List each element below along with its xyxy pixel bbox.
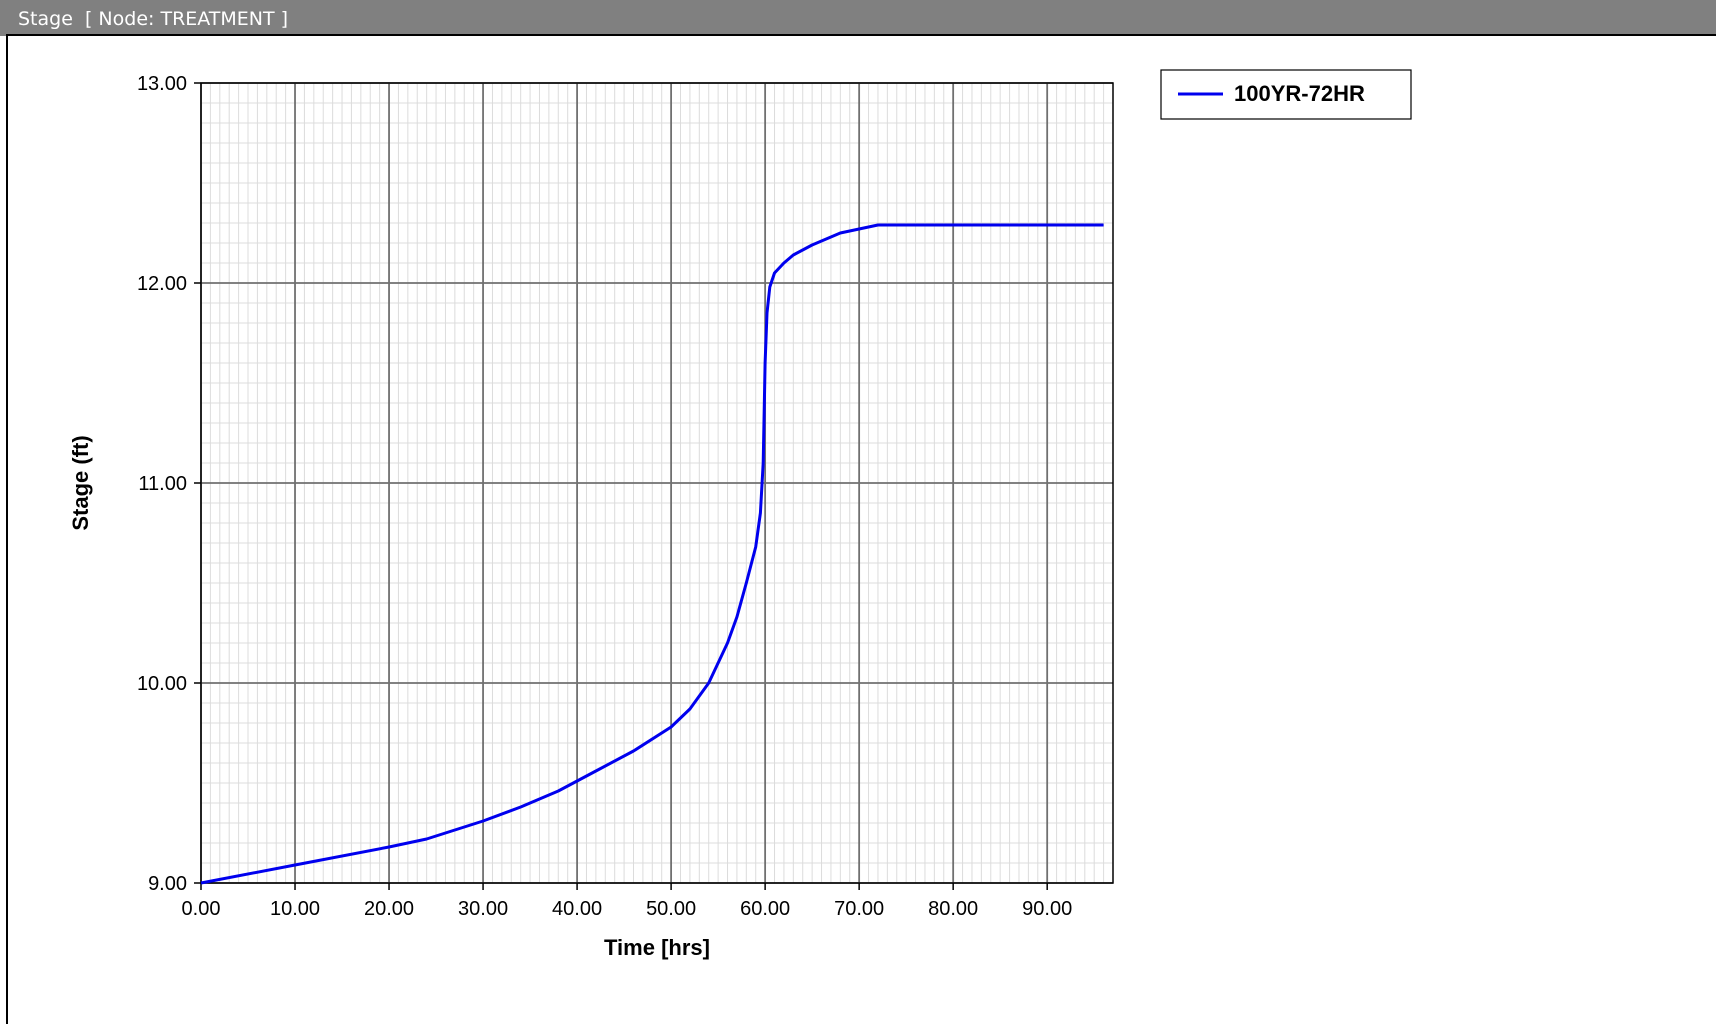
- x-tick-label: 90.00: [1022, 898, 1072, 920]
- x-axis-ticks: 0.00 10.00 20.00 30.00 40.00 50.00 60.00 70.00 8…: [182, 883, 1072, 920]
- y-tick-label: 9.00: [148, 873, 187, 895]
- x-tick-label: 50.00: [646, 898, 696, 920]
- series-line-0: [200, 223, 1104, 885]
- x-tick-label: 60.00: [740, 898, 790, 920]
- y-axis-title: Stage (ft): [68, 435, 93, 530]
- series-layer: [200, 223, 1104, 885]
- x-tick-label: 70.00: [834, 898, 884, 920]
- y-axis-ticks: 9.00 10.00 11.00 12.00 13.00: [137, 73, 201, 895]
- chart-frame: [6, 34, 1716, 1024]
- y-tick-label: 13.00: [137, 73, 187, 95]
- x-tick-label: 20.00: [364, 898, 414, 920]
- legend: 100YR-72HR: [1160, 69, 1412, 120]
- y-tick-label: 10.00: [137, 673, 187, 695]
- x-tick-label: 80.00: [928, 898, 978, 920]
- x-tick-label: 10.00: [270, 898, 320, 920]
- y-tick-label: 11.00: [138, 473, 187, 495]
- x-tick-label: 40.00: [552, 898, 602, 920]
- window-title: Stage [ Node: TREATMENT ]: [0, 0, 1716, 36]
- legend-label: 100YR-72HR: [1234, 81, 1365, 106]
- x-axis-title: Time [hrs]: [604, 935, 710, 960]
- y-tick-label: 12.00: [137, 273, 187, 295]
- x-tick-label: 30.00: [458, 898, 508, 920]
- x-tick-label: 0.00: [182, 898, 221, 920]
